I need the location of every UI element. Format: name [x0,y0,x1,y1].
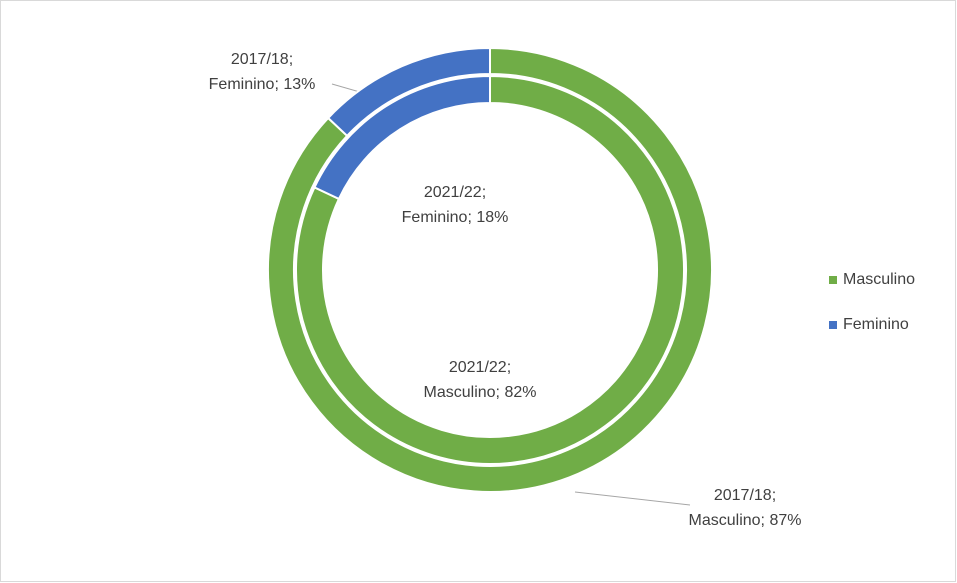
data-label: 2017/18; Feminino; 13% [208,51,316,93]
leader-line [574,491,691,506]
donut-segment [267,46,713,493]
donut-segment [295,74,685,465]
legend-label: Masculino [843,271,915,288]
data-label: 2017/18; Masculino; 87% [688,487,802,529]
legend-swatch [829,276,837,284]
donut-segment [326,46,491,138]
data-label: 2021/22; Feminino; 18% [401,184,509,226]
donut-segment [313,74,491,201]
data-label: 2021/22; Masculino; 82% [423,359,537,401]
legend-label: Feminino [843,316,909,333]
legend-swatch [829,321,837,329]
